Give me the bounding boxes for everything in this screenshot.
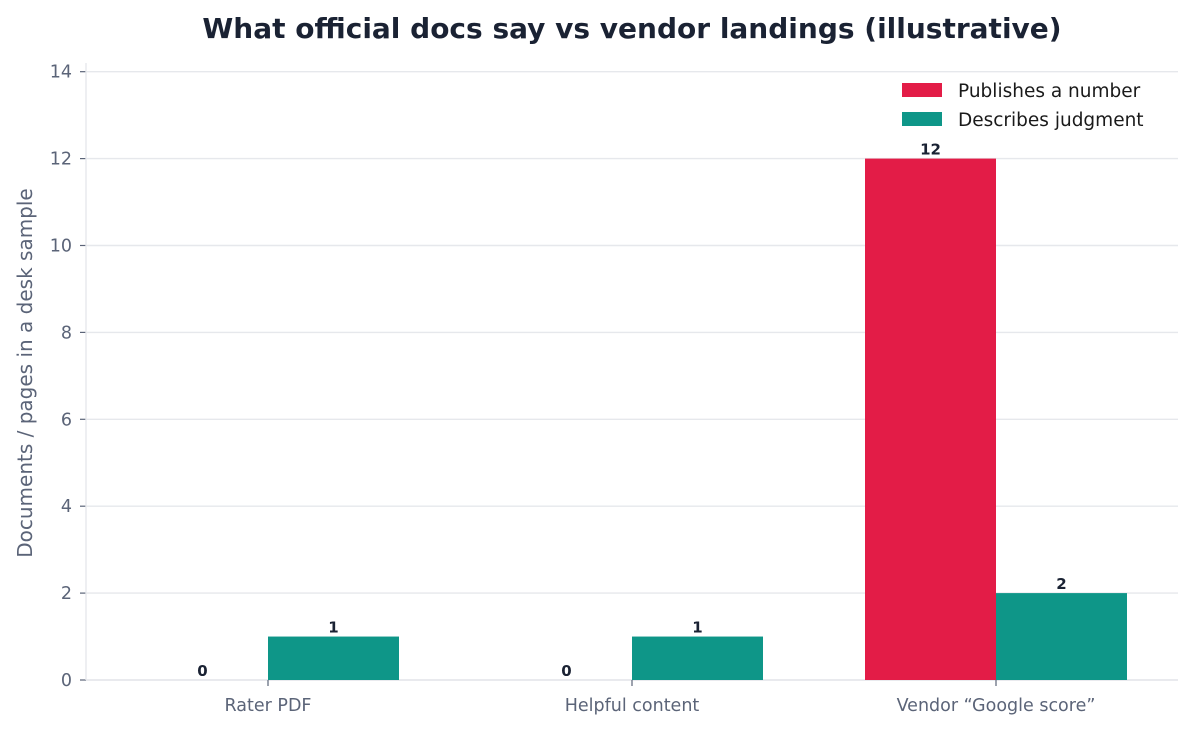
y-tick-label: 10 xyxy=(50,236,72,256)
data-label: 2 xyxy=(1056,575,1066,593)
bar xyxy=(996,593,1127,680)
data-label: 1 xyxy=(328,619,338,637)
legend-swatch xyxy=(902,112,942,126)
y-tick-label: 12 xyxy=(50,150,72,170)
grid-layer xyxy=(86,70,1178,681)
x-tick-label: Rater PDF xyxy=(225,696,312,716)
labels-layer: 0 1 0 1 12 2 xyxy=(197,141,1066,680)
y-tick-label: 4 xyxy=(61,497,72,517)
data-label: 0 xyxy=(197,662,207,680)
data-label: 12 xyxy=(920,141,941,159)
y-tick-label: 6 xyxy=(61,410,72,430)
bar xyxy=(865,158,996,680)
y-axis-label: Documents / pages in a desk sample xyxy=(13,188,37,558)
legend: Publishes a number Describes judgment xyxy=(902,81,1144,131)
x-tick-label: Helpful content xyxy=(565,696,700,716)
legend-label: Publishes a number xyxy=(958,81,1141,102)
y-tick-label: 14 xyxy=(50,63,72,83)
y-tick-label: 2 xyxy=(61,584,72,604)
y-tick-label: 0 xyxy=(61,671,72,691)
x-tick-label: Vendor “Google score” xyxy=(897,696,1096,716)
legend-swatch xyxy=(902,83,942,97)
bars-layer xyxy=(268,158,1127,680)
legend-label: Describes judgment xyxy=(958,110,1144,131)
bar xyxy=(268,636,399,680)
chart-title: What official docs say vs vendor landing… xyxy=(202,12,1061,45)
bar xyxy=(632,636,763,680)
data-label: 0 xyxy=(561,662,571,680)
data-label: 1 xyxy=(692,619,702,637)
y-tick-label: 8 xyxy=(61,323,72,343)
